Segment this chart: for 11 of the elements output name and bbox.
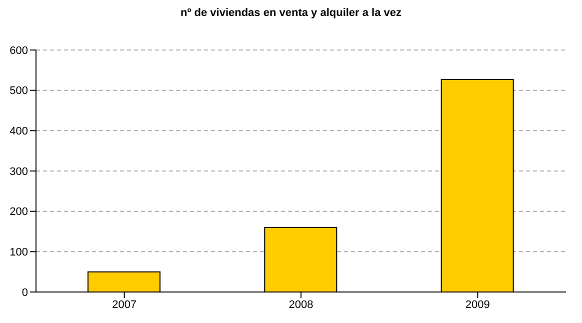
y-tick-label: 100 (10, 246, 28, 259)
x-tick-label: 2008 (288, 298, 314, 311)
chart-title: nº de viviendas en venta y alquiler a la vez (179, 7, 403, 19)
y-tick-label: 300 (10, 166, 28, 178)
y-tick-label: 500 (10, 85, 28, 98)
y-tick-label: 200 (10, 206, 28, 218)
x-tick-label: 2009 (465, 298, 490, 311)
y-tick-label: 400 (10, 126, 28, 138)
y-tick-label: 0 (22, 286, 28, 299)
x-tick-label: 2007 (112, 298, 137, 311)
y-tick-label: 600 (10, 44, 28, 57)
